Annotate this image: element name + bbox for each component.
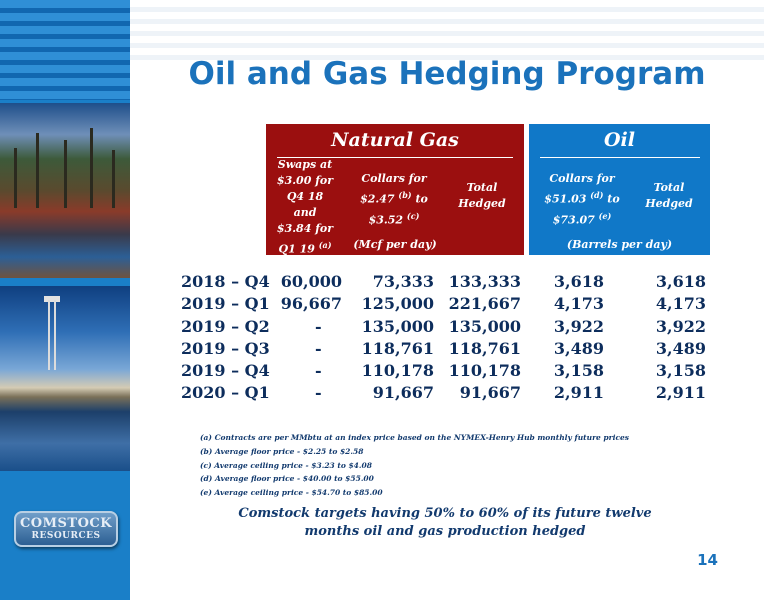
gas-total-cell: 91,667 [459,383,521,402]
table-row: 2019 – Q4 - 110,178 110,178 3,158 3,158 [0,361,764,383]
collars-cell: 118,761 [361,339,434,358]
gas-total-cell: 135,000 [448,317,521,336]
period-cell: 2020 – Q1 [181,383,270,402]
left-sidebar: COMSTOCK RESOURCES [0,0,130,600]
oil-collars-cell: 4,173 [553,294,604,313]
hedging-summary: Comstock targets having 50% to 60% of it… [200,505,690,541]
oil-header: Oil Collars for $51.03 (d) to $73.07 (e)… [529,124,710,255]
collars-cell: 135,000 [361,317,434,336]
oil-total-cell: 4,173 [655,294,706,313]
collars-cell: 91,667 [372,383,434,402]
oil-collars-cell: 3,158 [553,361,604,380]
rig-derrick-top [44,296,60,302]
swaps-cell: 60,000 [280,272,342,291]
oil-collars-header-line: $51.03 (d) to [544,190,620,206]
page-number: 14 [697,551,718,569]
collars-header-line: $3.52 (c) [368,210,420,227]
gas-total-cell: 221,667 [448,294,521,313]
oil-total-cell: 3,618 [655,272,706,291]
comstock-logo: COMSTOCK RESOURCES [14,511,118,547]
gas-total-cell: 133,333 [448,272,521,291]
collars-cell: 125,000 [361,294,434,313]
rig-derrick [48,300,56,370]
swaps-header-line: Swaps at [277,158,333,171]
sidebar-stripes [0,0,130,100]
swaps-header-line: $3.84 for [276,222,334,235]
collars-column-header: Collars for $2.47 (b) to $3.52 (c) [354,171,434,228]
footnote: (b) Average floor price - $2.25 to $2.58 [200,446,364,456]
oil-total-cell: 3,489 [655,339,706,358]
oil-collars-cell: 2,911 [553,383,604,402]
gas-total-header-line: Hedged [458,197,506,210]
oil-total-column-header: Total Hedged [639,180,699,212]
table-row: 2019 – Q3 - 118,761 118,761 3,489 3,489 [0,339,764,361]
swaps-cell: 96,667 [280,294,342,313]
oil-collars-cell: 3,922 [553,317,604,336]
drilling-site-photo [0,103,130,278]
oil-total-cell: 3,922 [655,317,706,336]
oil-collars-column-header: Collars for $51.03 (d) to $73.07 (e) [543,171,621,228]
oil-unit-label: (Barrels per day) [566,238,673,251]
gas-total-cell: 110,178 [448,361,521,380]
footnotes: (a) Contracts are per MMbtu at an index … [200,431,629,500]
oil-total-cell: 2,911 [655,383,706,402]
swaps-header-line: $3.00 for [276,174,334,187]
summary-line: months oil and gas production hedged [304,524,586,539]
summary-line: Comstock targets having 50% to 60% of it… [238,506,652,521]
table-row: 2018 – Q4 60,000 73,333 133,333 3,618 3,… [0,272,764,294]
oil-total-cell: 3,158 [655,361,706,380]
natural-gas-header: Natural Gas Swaps at $3.00 for Q4 18 and… [266,124,524,258]
natural-gas-title: Natural Gas [266,129,524,158]
swaps-cell: - [315,317,322,336]
period-cell: 2018 – Q4 [181,272,270,291]
oil-total-header-line: Total [653,181,685,194]
collars-header-line: $2.47 (b) to [360,190,428,206]
period-cell: 2019 – Q2 [181,317,270,336]
swaps-cell: - [315,383,322,402]
footnote: (e) Average ceiling price - $54.70 to $8… [200,488,383,498]
drilling-rig-photo [0,286,130,471]
gas-total-header-line: Total [466,181,498,194]
oil-collars-header-line: $73.07 (e) [552,210,612,227]
period-cell: 2019 – Q4 [181,361,270,380]
table-row: 2020 – Q1 - 91,667 91,667 2,911 2,911 [0,383,764,405]
collars-cell: 110,178 [361,361,434,380]
period-cell: 2019 – Q3 [181,339,270,358]
swaps-header-line: Q1 19 (a) [278,240,332,256]
period-cell: 2019 – Q1 [181,294,270,313]
page-title: Oil and Gas Hedging Program [188,56,706,92]
swaps-column-header: Swaps at $3.00 for Q4 18 and $3.84 for Q… [274,157,336,258]
oil-collars-cell: 3,489 [553,339,604,358]
oil-collars-cell: 3,618 [553,272,604,291]
gas-total-column-header: Total Hedged [452,180,512,212]
footnote: (d) Average floor price - $40.00 to $55.… [200,474,374,484]
collars-header-line: Collars for [361,172,427,185]
collars-cell: 73,333 [372,272,434,291]
header-stripes [130,0,764,60]
footnote: (c) Average ceiling price - $3.23 to $4.… [200,460,372,470]
oil-collars-header-line: Collars for [549,172,615,185]
table-row: 2019 – Q1 96,667 125,000 221,667 4,173 4… [0,294,764,316]
oil-title: Oil [529,129,710,158]
gas-unit-label: (Mcf per day) [353,238,437,251]
logo-line2: RESOURCES [31,531,101,541]
gas-total-cell: 118,761 [448,339,521,358]
logo-line1: COMSTOCK [19,516,113,531]
footnote: (a) Contracts are per MMbtu at an index … [200,433,630,442]
oil-total-header-line: Hedged [645,197,693,210]
table-row: 2019 – Q2 - 135,000 135,000 3,922 3,922 [0,317,764,339]
swaps-cell: - [315,339,322,358]
swaps-header-line: Q4 18 and [286,190,324,219]
swaps-cell: - [315,361,322,380]
